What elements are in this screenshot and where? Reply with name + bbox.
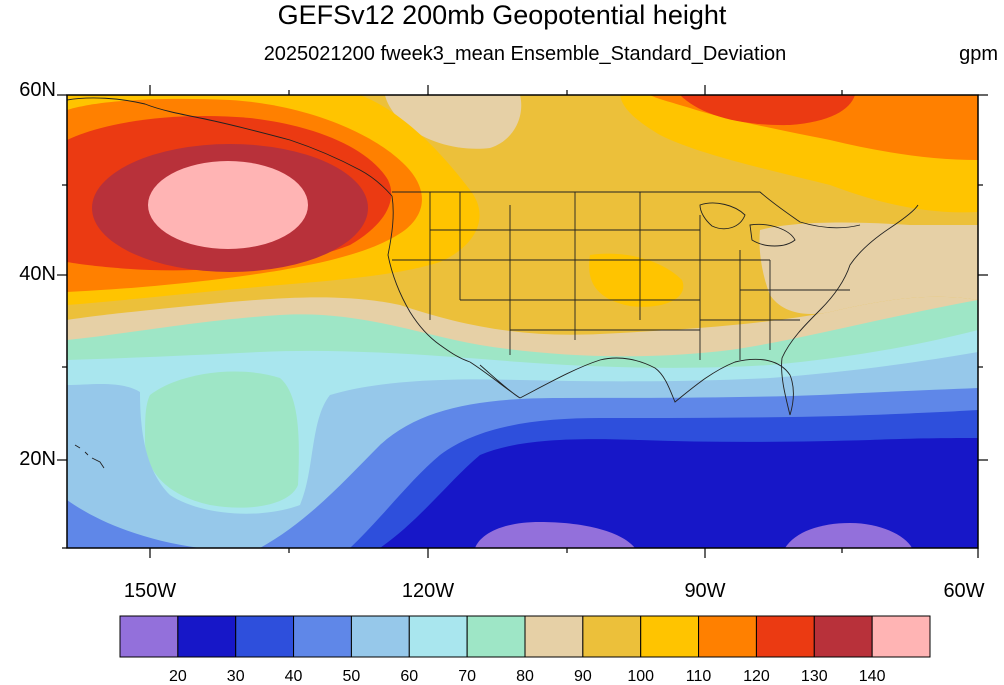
- colorbar-swatch: [871, 615, 931, 658]
- colorbar-swatch: [408, 615, 468, 658]
- colorbar-tick-label: 20: [168, 668, 187, 685]
- band-20-30: [380, 438, 978, 548]
- contour-field: [67, 95, 978, 548]
- colorbar-swatch: [235, 615, 295, 658]
- units-label: gpm: [959, 43, 998, 65]
- band-100-110-plains: [589, 253, 684, 307]
- lon-label-120w: 120W: [401, 580, 455, 602]
- colorbar-swatch: [466, 615, 526, 658]
- colorbar-tick-label: 110: [685, 668, 712, 685]
- band-120-130-ne: [680, 95, 855, 126]
- colorbar-swatch: [582, 615, 642, 658]
- lon-label-150w: 150W: [123, 580, 177, 602]
- tick-marks: [57, 85, 988, 558]
- band-80-90-east: [759, 222, 978, 315]
- lon-label-90w: 90W: [684, 580, 726, 602]
- colorbar-tick-label: 50: [342, 668, 361, 685]
- lat-label-40n: 40N: [19, 263, 56, 285]
- band-40-50-sw: [67, 500, 200, 548]
- colorbar-swatch: [524, 615, 584, 658]
- coastlines-and-borders: [67, 97, 919, 469]
- colorbar-tick-label: 40: [284, 668, 303, 685]
- colorbar-swatch: [177, 615, 237, 658]
- colorbar-tick-label: 60: [400, 668, 419, 685]
- lon-label-60w: 60W: [943, 580, 985, 602]
- colorbar-swatch: [293, 615, 352, 658]
- colorbar-swatch: [640, 615, 700, 658]
- lat-label-60n: 60N: [19, 79, 56, 101]
- band-80-90-north: [385, 95, 522, 149]
- plot-title: GEFSv12 200mb Geopotential height: [277, 0, 727, 30]
- colorbar-swatch: [813, 615, 873, 658]
- colorbar: [119, 615, 931, 658]
- colorbar-tick-label: 130: [800, 668, 828, 685]
- colorbar-swatch: [119, 615, 179, 658]
- colorbar-tick-label: 30: [226, 668, 245, 685]
- band-below-20-b: [785, 523, 912, 548]
- colorbar-tick-label: 90: [573, 668, 592, 685]
- band-70-80-pac: [145, 371, 299, 508]
- lat-label-20n: 20N: [19, 448, 56, 470]
- colorbar-swatch: [755, 615, 815, 658]
- colorbar-tick-label: 70: [458, 668, 477, 685]
- colorbar-swatch: [698, 615, 757, 658]
- map-frame: [66, 94, 979, 549]
- colorbar-swatch: [350, 615, 410, 658]
- colorbar-tick-label: 120: [743, 668, 770, 685]
- plot-subtitle: 2025021200 fweek3_mean Ensemble_Standard…: [263, 43, 787, 65]
- band-below-20-a: [475, 522, 635, 548]
- colorbar-tick-label: 140: [858, 668, 886, 685]
- colorbar-tick-label: 80: [516, 668, 534, 685]
- colorbar-tick-label: 100: [627, 668, 655, 685]
- band-140-plus-pac: [148, 161, 308, 249]
